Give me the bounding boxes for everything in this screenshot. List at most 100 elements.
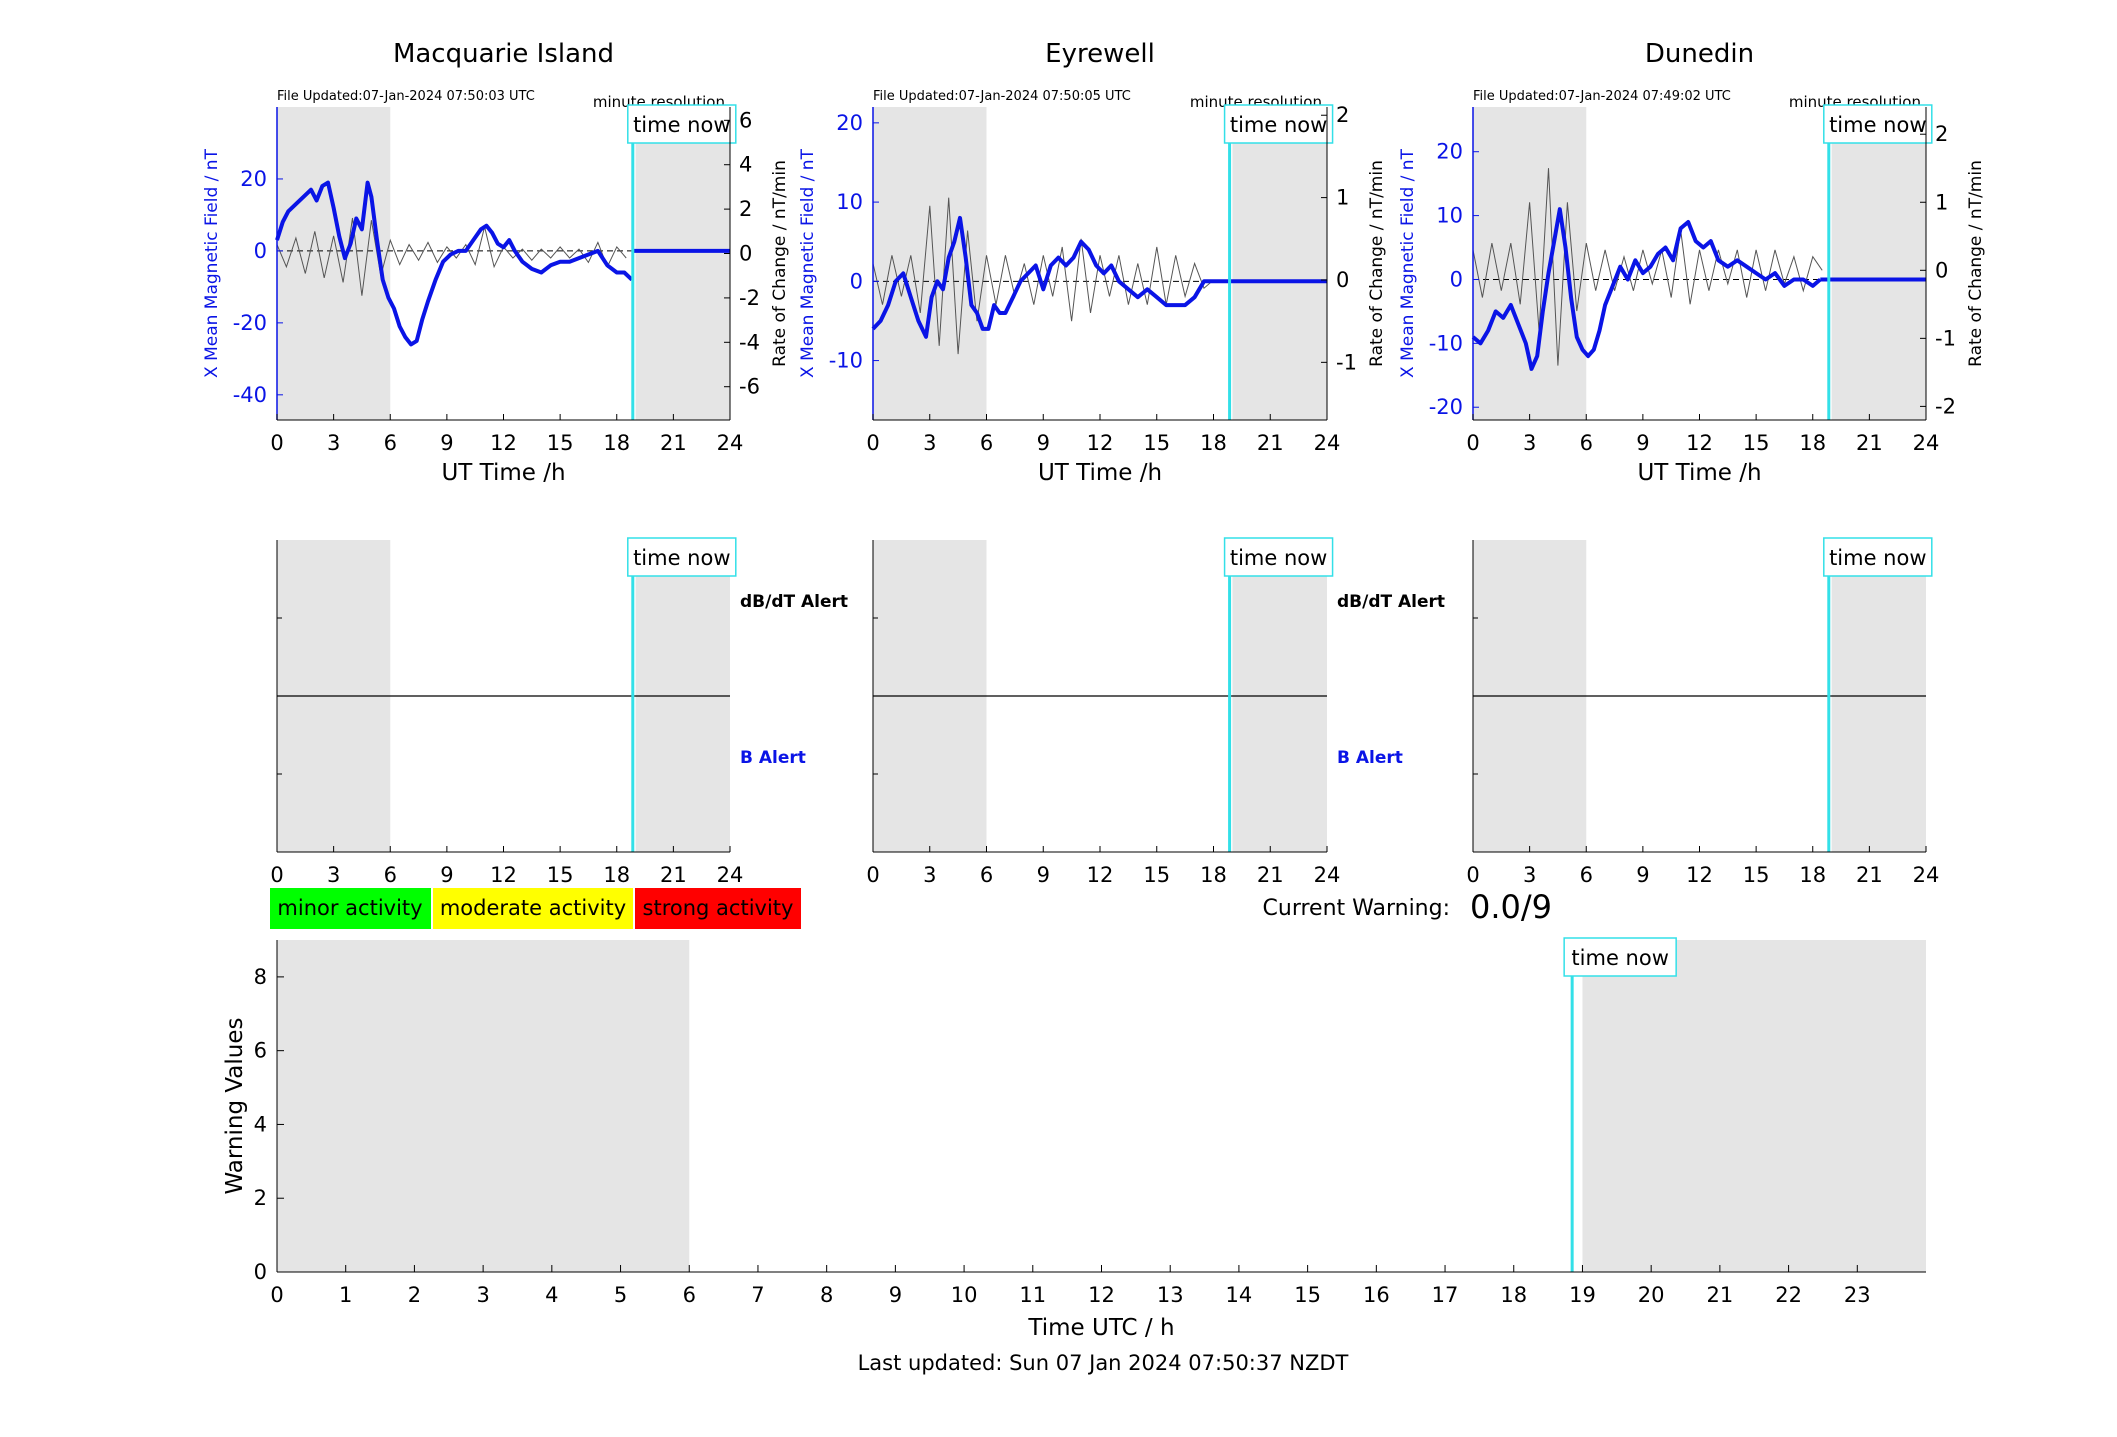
station-1-xlabel: UT Time /h [1038,460,1162,486]
station-2-right-tick-label: -1 [1935,326,1956,350]
station-2-x-tick-label: 15 [1743,431,1770,455]
station-0-x-tick-label: 3 [327,431,340,455]
station-1-alert-x-tick-label: 21 [1257,863,1284,887]
station-2-title: Dunedin [1645,39,1754,69]
station-2-left-tick-label: -10 [1429,331,1463,355]
station-1-left-tick-label: 0 [850,269,863,293]
station-1-alert-x-tick-label: 18 [1200,863,1227,887]
station-1-x-tick-label: 15 [1143,431,1170,455]
station-1-alert-x-tick-label: 9 [1037,863,1050,887]
warning-x-tick-label: 5 [614,1283,627,1307]
station-2-xlabel: UT Time /h [1637,460,1761,486]
station-1-x-tick-label: 21 [1257,431,1284,455]
station-2-x-tick-label: 0 [1466,431,1479,455]
station-2-alert-x-tick-label: 6 [1580,863,1593,887]
station-1-mid-time-now-label: time now [1230,546,1327,570]
station-1-x-tick-label: 0 [866,431,879,455]
station-2-top-time-now-box [1823,104,1933,144]
warning-y-tick-label: 6 [254,1039,267,1063]
warning-x-tick-label: 7 [751,1283,764,1307]
legend-moderate-label: moderate activity [440,896,626,920]
station-0-x-tick-label: 24 [717,431,744,455]
warning-x-tick-label: 14 [1226,1283,1253,1307]
station-2-right-tick-label: 2 [1935,122,1948,146]
station-0-top-time-now-box [627,104,737,144]
station-panel-1: Eyrewell File Updated:07-Jan-2024 07:50:0… [798,39,1445,887]
station-0-top-shade-1 [635,107,730,420]
current-warning-value: 0.0/9 [1470,888,1552,926]
station-2-alert-x-tick-label: 18 [1799,863,1826,887]
station-0-mid-time-now-label: time now [633,546,730,570]
warning-y-tick-label: 2 [254,1186,267,1210]
station-1-rate-series [872,197,1214,355]
station-2-top-shade-1 [1831,107,1926,420]
footer-last-updated: Last updated: Sun 07 Jan 2024 07:50:37 N… [858,1351,1349,1375]
warning-shade-0 [277,940,690,1272]
station-2-mid-time-now-box [1823,537,1933,577]
warning-y-tick-label: 8 [254,965,267,989]
station-2-x-tick-label: 12 [1686,431,1713,455]
station-1-ylabel-left: X Mean Magnetic Field / nT [798,148,818,378]
station-0-top-shade-0 [277,107,391,420]
warning-x-tick-label: 12 [1088,1283,1115,1307]
station-0-right-tick-label: 0 [739,242,752,266]
warning-x-tick-label: 23 [1844,1283,1871,1307]
warning-x-tick-label: 13 [1157,1283,1184,1307]
station-0-xlabel: UT Time /h [441,460,565,486]
warning-time-now-label: time now [1571,946,1668,970]
station-2-right-tick-label: -2 [1935,394,1956,418]
warning-x-tick-label: 11 [1019,1283,1046,1307]
legend-moderate-swatch [433,888,633,929]
station-1-right-tick-label: -1 [1336,350,1357,374]
station-1-top-time-now-box [1223,104,1334,144]
station-0-field-series-0 [275,180,634,347]
warning-x-tick-label: 6 [683,1283,696,1307]
legend-minor-label: minor activity [277,896,422,920]
station-0-alert-x-tick-label: 21 [660,863,687,887]
station-2-x-tick-label: 21 [1856,431,1883,455]
activity-legend: minor activity moderate activity strong … [270,888,801,929]
warning-y-tick-label: 4 [254,1112,267,1136]
station-0-file-updated: File Updated:07-Jan-2024 07:50:03 UTC [277,89,535,104]
station-1-x-tick-label: 9 [1037,431,1050,455]
station-1-top-shade-1 [1232,107,1327,420]
station-0-alert-x-tick-label: 0 [270,863,283,887]
station-2-ylabel-left: X Mean Magnetic Field / nT [1398,148,1418,378]
station-0-x-tick-label: 18 [603,431,630,455]
station-0-alert-x-tick-label: 3 [327,863,340,887]
station-1-dbdt-alert-label: dB/dT Alert [1337,592,1445,612]
station-panel-2: Dunedin File Updated:07-Jan-2024 07:49:02… [1398,39,1986,887]
legend-strong-label: strong activity [643,896,794,920]
station-1-alert-x-tick-label: 0 [866,863,879,887]
station-1-left-tick-label: 10 [836,190,863,214]
station-2-alert-x-tick-label: 15 [1743,863,1770,887]
warning-x-tick-label: 20 [1638,1283,1665,1307]
station-2-left-tick-label: 10 [1436,204,1463,228]
station-0-alert-x-tick-label: 12 [490,863,517,887]
station-0-alert-x-tick-label: 18 [603,863,630,887]
station-2-left-tick-label: 0 [1450,267,1463,291]
station-1-left-tick-label: -10 [829,349,863,373]
station-0-ylabel-right: Rate of Change / nT/min [770,160,790,367]
station-1-field-series-0 [871,215,1214,339]
station-0-x-tick-label: 9 [440,431,453,455]
station-1-x-tick-label: 6 [980,431,993,455]
station-0-alert-x-tick-label: 24 [717,863,744,887]
station-2-right-tick-label: 1 [1935,190,1948,214]
station-2-right-tick-label: 0 [1935,258,1948,282]
warning-x-tick-label: 22 [1775,1283,1802,1307]
station-1-left-tick-label: 20 [836,111,863,135]
station-1-alert-x-tick-label: 24 [1314,863,1341,887]
warning-x-tick-label: 4 [545,1283,558,1307]
station-0-left-tick-label: -20 [233,311,267,335]
station-2-top-time-now-label: time now [1829,113,1926,137]
warning-x-tick-label: 2 [408,1283,421,1307]
station-2-x-tick-label: 3 [1523,431,1536,455]
station-2-ylabel-right: Rate of Change / nT/min [1966,160,1986,367]
station-2-left-tick-label: 20 [1436,140,1463,164]
station-0-left-tick-label: -40 [233,383,267,407]
station-0-ylabel-left: X Mean Magnetic Field / nT [202,148,222,378]
station-1-alert-x-tick-label: 15 [1143,863,1170,887]
station-0-title: Macquarie Island [393,39,614,69]
